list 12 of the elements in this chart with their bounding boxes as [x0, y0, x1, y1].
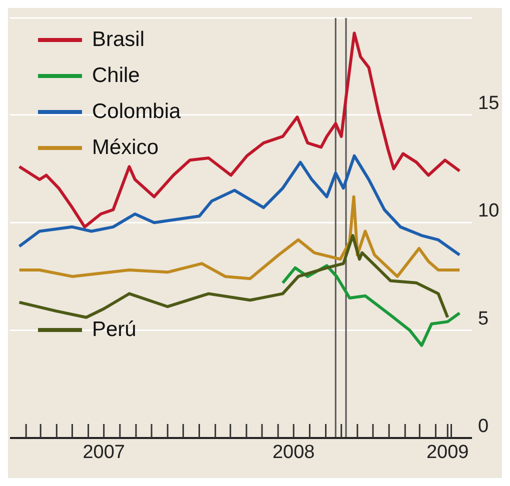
y-tick-label: 5 — [478, 308, 489, 330]
legend-label: Chile — [92, 64, 140, 88]
y-tick-label: 10 — [478, 200, 500, 222]
y-tick-label: 15 — [478, 92, 500, 114]
y-tick-label: 0 — [478, 416, 489, 437]
x-tick-label: 2008 — [272, 442, 315, 463]
legend-label: Colombia — [92, 100, 181, 124]
x-tick-label: 2009 — [426, 442, 469, 463]
legend-label: Brasil — [92, 28, 145, 52]
x-tick-label: 2007 — [82, 442, 125, 463]
legend-label: México — [92, 136, 159, 160]
legend-label: Perú — [92, 318, 136, 342]
